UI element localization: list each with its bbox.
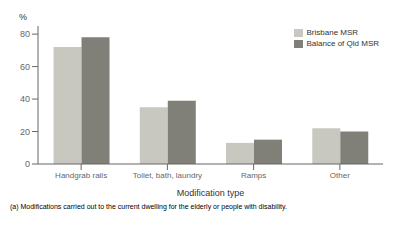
html-text:Balance of Qld MSR: Balance of Qld MSR [306, 39, 379, 48]
svg-text:Other: Other [330, 171, 350, 180]
svg-text:80: 80 [20, 29, 30, 39]
svg-text:Modification type: Modification type [177, 188, 245, 198]
svg-text:%: % [19, 12, 27, 22]
svg-text:Handgrab rails: Handgrab rails [55, 171, 107, 180]
html-text:Brisbane MSR: Brisbane MSR [306, 28, 359, 37]
svg-text:60: 60 [20, 62, 30, 72]
svg-text:Toilet, bath, laundry: Toilet, bath, laundry [133, 171, 202, 180]
svg-text:0: 0 [25, 159, 30, 169]
html-text:(a) Modifications carried out: (a) Modifications carried out to the cur… [10, 203, 287, 210]
svg-text:40: 40 [20, 94, 30, 104]
svg-text:20: 20 [20, 127, 30, 137]
svg-text:Ramps: Ramps [241, 171, 266, 180]
